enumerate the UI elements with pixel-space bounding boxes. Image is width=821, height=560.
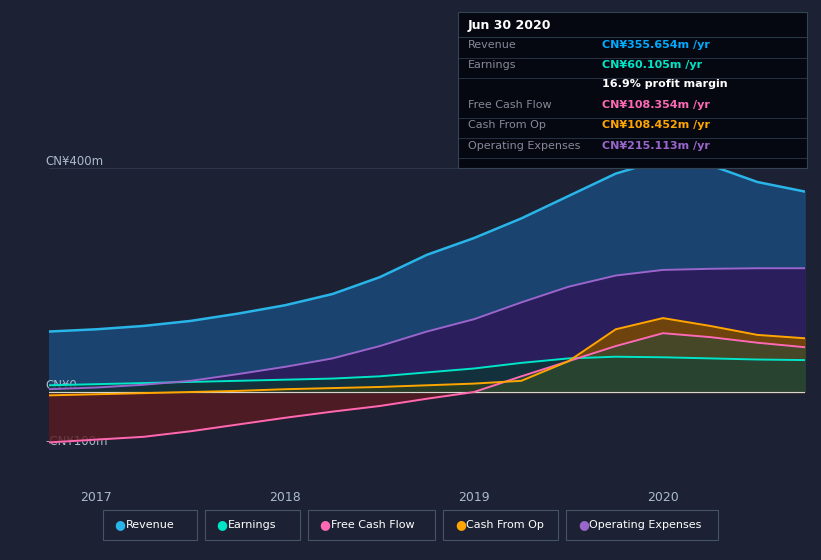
Text: CN¥215.113m /yr: CN¥215.113m /yr (602, 141, 709, 151)
Text: -CN¥100m: -CN¥100m (45, 435, 108, 448)
Text: ●: ● (319, 519, 330, 531)
Text: 2020: 2020 (647, 491, 679, 504)
Text: ●: ● (114, 519, 125, 531)
Text: 2017: 2017 (80, 491, 112, 504)
Text: Free Cash Flow: Free Cash Flow (331, 520, 415, 530)
Text: Revenue: Revenue (126, 520, 174, 530)
Text: Operating Expenses: Operating Expenses (589, 520, 702, 530)
Text: Free Cash Flow: Free Cash Flow (468, 100, 552, 110)
Text: ●: ● (217, 519, 227, 531)
Text: Jun 30 2020: Jun 30 2020 (468, 19, 552, 32)
Text: Operating Expenses: Operating Expenses (468, 141, 580, 151)
Text: 2018: 2018 (269, 491, 301, 504)
Text: ●: ● (578, 519, 589, 531)
Text: CN¥108.452m /yr: CN¥108.452m /yr (602, 120, 710, 130)
Text: CN¥108.354m /yr: CN¥108.354m /yr (602, 100, 709, 110)
Text: Earnings: Earnings (468, 60, 516, 70)
Text: Revenue: Revenue (468, 40, 516, 50)
Text: CN¥400m: CN¥400m (45, 155, 103, 168)
Text: CN¥60.105m /yr: CN¥60.105m /yr (602, 60, 702, 70)
Text: ●: ● (455, 519, 466, 531)
Text: Cash From Op: Cash From Op (468, 120, 546, 130)
Text: CN¥0: CN¥0 (45, 379, 77, 392)
Text: 2019: 2019 (458, 491, 490, 504)
Text: 16.9% profit margin: 16.9% profit margin (602, 79, 727, 89)
Text: Cash From Op: Cash From Op (466, 520, 544, 530)
Text: CN¥355.654m /yr: CN¥355.654m /yr (602, 40, 709, 50)
Text: Earnings: Earnings (228, 520, 277, 530)
